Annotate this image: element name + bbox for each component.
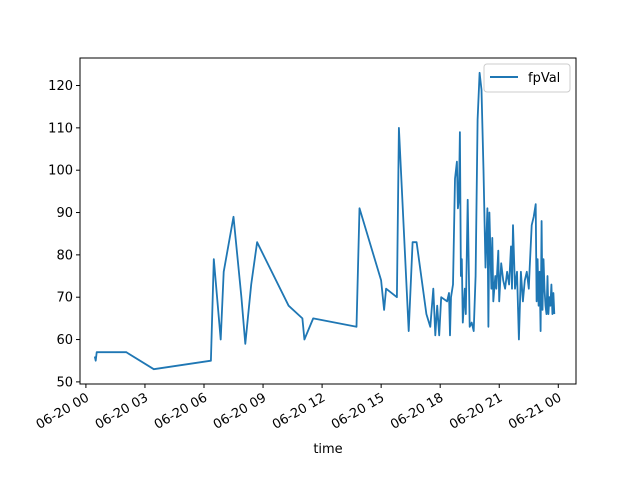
series-layer (93, 71, 556, 371)
y-tick-label: 70 (56, 291, 73, 306)
y-tick-label: 100 (48, 164, 73, 179)
y-tick-label: 110 (48, 121, 73, 136)
legend-label-fpVal: fpVal (528, 71, 560, 86)
y-tick-label: 60 (56, 333, 73, 348)
plot-frame (79, 57, 577, 385)
y-tick-label: 80 (56, 248, 73, 263)
x-axis-label: time (313, 442, 342, 457)
y-axis: 50 60 70 80 90 100 110 120 (48, 79, 80, 390)
plot-area (79, 57, 577, 385)
y-tick-label: 120 (48, 79, 73, 94)
y-tick-label: 90 (56, 206, 73, 221)
series-line-fpVal (93, 71, 556, 371)
y-tick-label: 50 (56, 375, 73, 390)
legend-box (483, 63, 571, 93)
legend: fpVal (483, 63, 571, 93)
